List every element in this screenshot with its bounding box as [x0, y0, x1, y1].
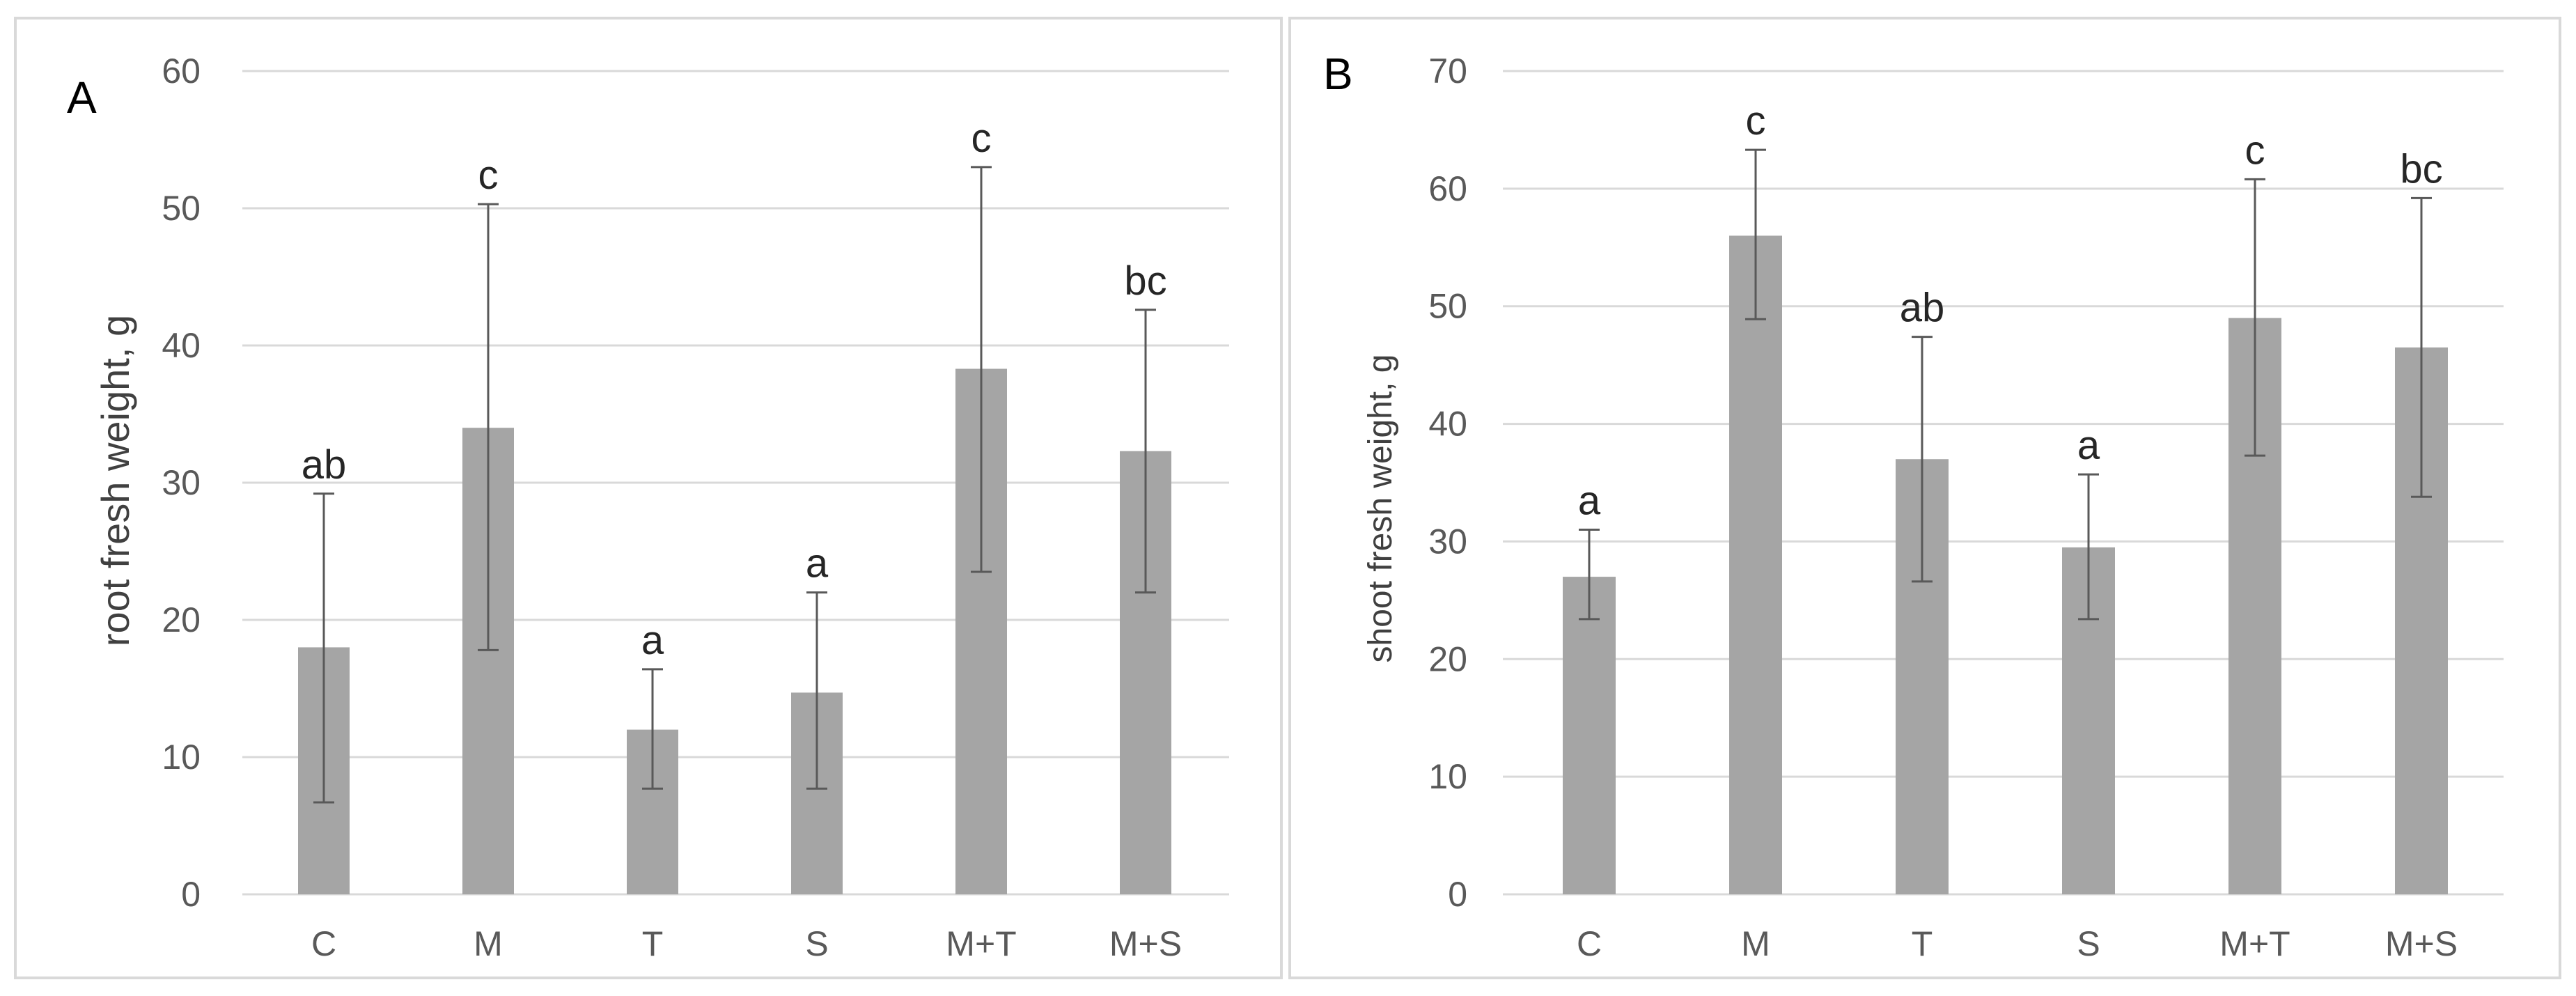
panel-b-y-tick-label: 0 [1448, 875, 1467, 914]
panel-a-y-tick-label: 20 [162, 600, 201, 639]
panel-a-significance-letters: ab c a a c bc [302, 116, 1167, 663]
panel-a-x-tick-label-S: S [805, 924, 828, 963]
panel-b-significance-letters: a c ab a c bc [1578, 98, 2443, 523]
panel-b-y-tick-label: 30 [1428, 522, 1467, 561]
panel-a-x-tick-label-M: M [474, 924, 503, 963]
panel-a-significance-C: ab [302, 442, 347, 488]
panel-a-y-tick-labels: 0 10 20 30 40 50 60 [162, 52, 201, 914]
panel-b-error-bars [1579, 148, 2432, 621]
panel-a-significance-M+S: bc [1124, 258, 1166, 304]
panel-b-significance-T: ab [1900, 286, 1945, 331]
panel-b-bar-M [1729, 235, 1782, 894]
panel-b-y-tick-label: 50 [1428, 287, 1467, 326]
panel-b-x-tick-label-M: M [1741, 924, 1770, 963]
panel-b-significance-C: a [1578, 478, 1601, 524]
panel-b-x-tick-label-C: C [1577, 924, 1602, 963]
panel-b-y-axis-title: shoot fresh weight, g [1362, 355, 1399, 663]
panel-a-y-tick-label: 0 [181, 875, 201, 914]
panel-a-y-tick-label: 30 [162, 463, 201, 502]
panel-a-significance-M: c [478, 153, 499, 198]
panel-b: B shoot fresh weight, g 010203040506070 … [1288, 17, 2561, 979]
panel-a-x-tick-label-T: T [642, 924, 664, 963]
panel-b-x-tick-label-S: S [2077, 924, 2100, 963]
panel-a-y-axis-title: root fresh weight, g [93, 315, 137, 646]
panel-a-y-tick-label: 50 [162, 189, 201, 228]
panel-b-bar-C [1563, 577, 1616, 894]
panel-b-x-tick-labels: C M T S M+T M+S [1577, 924, 2458, 963]
panel-b-x-tick-label-T: T [1912, 924, 1933, 963]
panel-a-y-tick-label: 60 [162, 52, 201, 91]
panel-a-x-tick-labels: C M T S M+T M+S [311, 924, 1182, 963]
panel-a-gridlines [242, 70, 1229, 896]
panel-b-y-tick-label: 60 [1428, 169, 1467, 208]
panel-b-y-tick-labels: 0 10 20 30 40 50 60 70 [1428, 52, 1467, 914]
panel-a-error-bars [313, 166, 1156, 804]
panel-b-x-tick-label-M+S: M+S [2385, 924, 2458, 963]
panel-a-significance-M+T: c [971, 116, 992, 161]
panel-a-label: A [67, 72, 97, 123]
panel-a-x-tick-label-M+T: M+T [946, 924, 1016, 963]
panel-a-x-tick-label-M+S: M+S [1109, 924, 1182, 963]
panel-b-y-tick-label: 20 [1428, 639, 1467, 678]
panel-b-x-tick-label-M+T: M+T [2219, 924, 2290, 963]
panel-b-y-tick-label: 40 [1428, 405, 1467, 444]
panel-b-significance-M+S: bc [2400, 146, 2442, 192]
panel-a-significance-S: a [806, 541, 829, 586]
panel-b-gridlines [1503, 70, 2504, 896]
panel-a-y-tick-label: 40 [162, 326, 201, 365]
panel-b-significance-M: c [1746, 98, 1766, 143]
panel-b-y-tick-label: 70 [1428, 52, 1467, 91]
panel-b-label: B [1323, 49, 1353, 99]
panel-a-y-tick-label: 10 [162, 738, 201, 777]
panel-a-significance-T: a [641, 618, 664, 663]
panel-b-significance-M+T: c [2245, 127, 2265, 173]
panel-a-x-tick-label-C: C [311, 924, 336, 963]
panel-b-significance-S: a [2077, 423, 2100, 468]
panel-b-y-tick-label: 10 [1428, 757, 1467, 796]
